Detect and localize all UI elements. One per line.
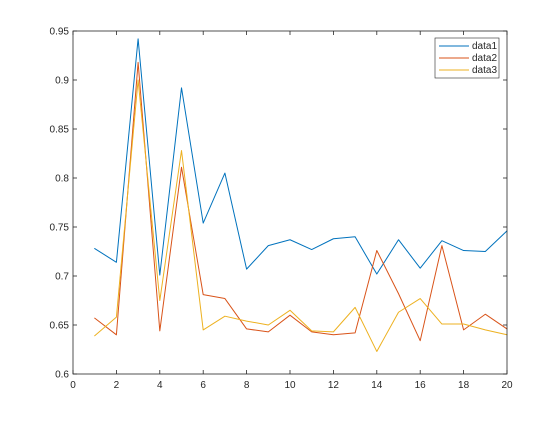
x-tick-label: 18 xyxy=(458,380,470,391)
y-tick-label: 0.75 xyxy=(50,223,70,234)
y-tick-label: 0.85 xyxy=(50,125,70,136)
y-tick-label: 0.65 xyxy=(50,321,70,332)
x-tick-label: 14 xyxy=(371,380,383,391)
x-tick-label: 8 xyxy=(244,380,250,391)
y-tick-label: 0.8 xyxy=(55,174,69,185)
x-tick-label: 16 xyxy=(415,380,427,391)
x-tick-label: 0 xyxy=(70,380,76,391)
y-tick-label: 0.6 xyxy=(55,370,69,381)
y-tick-label: 0.7 xyxy=(55,272,69,283)
legend-label-data2: data2 xyxy=(472,53,497,64)
legend-label-data3: data3 xyxy=(472,65,497,76)
x-tick-label: 6 xyxy=(200,380,206,391)
legend-label-data1: data1 xyxy=(472,41,497,52)
x-tick-label: 12 xyxy=(328,380,340,391)
y-tick-label: 0.95 xyxy=(50,27,70,38)
x-tick-label: 10 xyxy=(284,380,296,391)
x-tick-label: 4 xyxy=(157,380,163,391)
x-tick-label: 20 xyxy=(501,380,513,391)
x-tick-label: 2 xyxy=(114,380,120,391)
y-tick-label: 0.9 xyxy=(55,76,69,87)
